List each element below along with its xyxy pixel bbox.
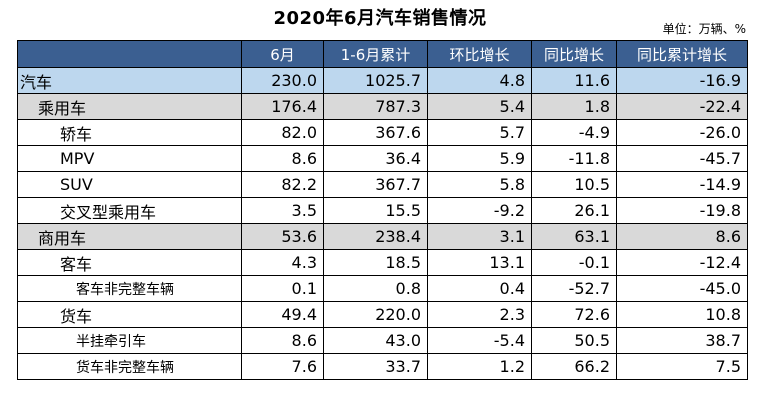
- value-cell: 4.3: [241, 249, 324, 276]
- value-cell: -52.7: [531, 275, 617, 302]
- value-cell: 8.6: [241, 145, 324, 172]
- value-cell: 367.6: [323, 119, 428, 146]
- value-cell: -9.2: [427, 197, 532, 224]
- header-cell-ytd-yoy: 同比累计增长: [616, 40, 748, 68]
- header-cell-june: 6月: [241, 40, 324, 68]
- table-body: 汽车 230.0 1025.7 4.8 11.6 -16.9 乘用车 176.4 787.3 5.…: [17, 67, 748, 380]
- header-row: 6月 1-6月累计 环比增长 同比增长 同比累计增长: [17, 40, 748, 68]
- value-cell: 8.6: [241, 327, 324, 354]
- value-cell: -16.9: [616, 67, 748, 94]
- value-cell: 11.6: [531, 67, 617, 94]
- table-row: 乘用车 176.4 787.3 5.4 1.8 -22.4: [17, 93, 748, 120]
- value-cell: 5.9: [427, 145, 532, 172]
- value-cell: 5.4: [427, 93, 532, 120]
- sales-table: 6月 1-6月累计 环比增长 同比增长 同比累计增长 汽车 230.0 1025.7…: [17, 40, 748, 380]
- value-cell: -11.8: [531, 145, 617, 172]
- table-header: 6月 1-6月累计 环比增长 同比增长 同比累计增长: [17, 40, 748, 68]
- value-cell: 0.8: [323, 275, 428, 302]
- value-cell: 33.7: [323, 353, 428, 380]
- table-row: 货车非完整车辆 7.6 33.7 1.2 66.2 7.5: [17, 353, 748, 380]
- value-cell: 10.8: [616, 301, 748, 328]
- value-cell: 53.6: [241, 223, 324, 250]
- header-cell-ytd: 1-6月累计: [323, 40, 428, 68]
- value-cell: 8.6: [616, 223, 748, 250]
- value-cell: -14.9: [616, 171, 748, 198]
- table-row: 轿车 82.0 367.6 5.7 -4.9 -26.0: [17, 119, 748, 146]
- value-cell: 7.6: [241, 353, 324, 380]
- value-cell: 26.1: [531, 197, 617, 224]
- value-cell: -12.4: [616, 249, 748, 276]
- value-cell: 18.5: [323, 249, 428, 276]
- row-label: 轿车: [17, 119, 242, 146]
- table-row: 汽车 230.0 1025.7 4.8 11.6 -16.9: [17, 67, 748, 94]
- unit-note: 单位：万辆、%: [662, 22, 746, 36]
- table-row: 交叉型乘用车 3.5 15.5 -9.2 26.1 -19.8: [17, 197, 748, 224]
- value-cell: 5.7: [427, 119, 532, 146]
- value-cell: 63.1: [531, 223, 617, 250]
- value-cell: 72.6: [531, 301, 617, 328]
- page-title: 2020年6月汽车销售情况: [273, 8, 487, 29]
- value-cell: 176.4: [241, 93, 324, 120]
- value-cell: 0.1: [241, 275, 324, 302]
- row-label: 货车: [17, 301, 242, 328]
- value-cell: 50.5: [531, 327, 617, 354]
- value-cell: 3.5: [241, 197, 324, 224]
- row-label: 货车非完整车辆: [17, 353, 242, 380]
- value-cell: 1.8: [531, 93, 617, 120]
- row-label: 商用车: [17, 223, 242, 250]
- value-cell: 10.5: [531, 171, 617, 198]
- value-cell: 15.5: [323, 197, 428, 224]
- value-cell: 13.1: [427, 249, 532, 276]
- header-cell-yoy: 同比增长: [531, 40, 617, 68]
- value-cell: -45.7: [616, 145, 748, 172]
- row-label: 客车: [17, 249, 242, 276]
- value-cell: 3.1: [427, 223, 532, 250]
- row-label: 半挂牵引车: [17, 327, 242, 354]
- value-cell: -4.9: [531, 119, 617, 146]
- value-cell: 220.0: [323, 301, 428, 328]
- table-row: 半挂牵引车 8.6 43.0 -5.4 50.5 38.7: [17, 327, 748, 354]
- value-cell: 787.3: [323, 93, 428, 120]
- value-cell: 43.0: [323, 327, 428, 354]
- value-cell: -19.8: [616, 197, 748, 224]
- row-label: 汽车: [17, 67, 242, 94]
- value-cell: 367.7: [323, 171, 428, 198]
- value-cell: -26.0: [616, 119, 748, 146]
- value-cell: 7.5: [616, 353, 748, 380]
- table-row: 货车 49.4 220.0 2.3 72.6 10.8: [17, 301, 748, 328]
- value-cell: 4.8: [427, 67, 532, 94]
- value-cell: -22.4: [616, 93, 748, 120]
- value-cell: 36.4: [323, 145, 428, 172]
- value-cell: 1025.7: [323, 67, 428, 94]
- value-cell: -0.1: [531, 249, 617, 276]
- row-label: SUV: [17, 171, 242, 198]
- value-cell: -5.4: [427, 327, 532, 354]
- table-row: 客车非完整车辆 0.1 0.8 0.4 -52.7 -45.0: [17, 275, 748, 302]
- row-label: 交叉型乘用车: [17, 197, 242, 224]
- value-cell: 49.4: [241, 301, 324, 328]
- value-cell: -45.0: [616, 275, 748, 302]
- table-row: SUV 82.2 367.7 5.8 10.5 -14.9: [17, 171, 748, 198]
- value-cell: 82.2: [241, 171, 324, 198]
- value-cell: 5.8: [427, 171, 532, 198]
- value-cell: 1.2: [427, 353, 532, 380]
- value-cell: 0.4: [427, 275, 532, 302]
- header-cell-name: [17, 40, 242, 68]
- value-cell: 230.0: [241, 67, 324, 94]
- table-row: MPV 8.6 36.4 5.9 -11.8 -45.7: [17, 145, 748, 172]
- value-cell: 82.0: [241, 119, 324, 146]
- table-row: 商用车 53.6 238.4 3.1 63.1 8.6: [17, 223, 748, 250]
- value-cell: 2.3: [427, 301, 532, 328]
- value-cell: 38.7: [616, 327, 748, 354]
- row-label: 客车非完整车辆: [17, 275, 242, 302]
- value-cell: 66.2: [531, 353, 617, 380]
- value-cell: 238.4: [323, 223, 428, 250]
- row-label: 乘用车: [17, 93, 242, 120]
- table-row: 客车 4.3 18.5 13.1 -0.1 -12.4: [17, 249, 748, 276]
- header-cell-mom: 环比增长: [427, 40, 532, 68]
- row-label: MPV: [17, 145, 242, 172]
